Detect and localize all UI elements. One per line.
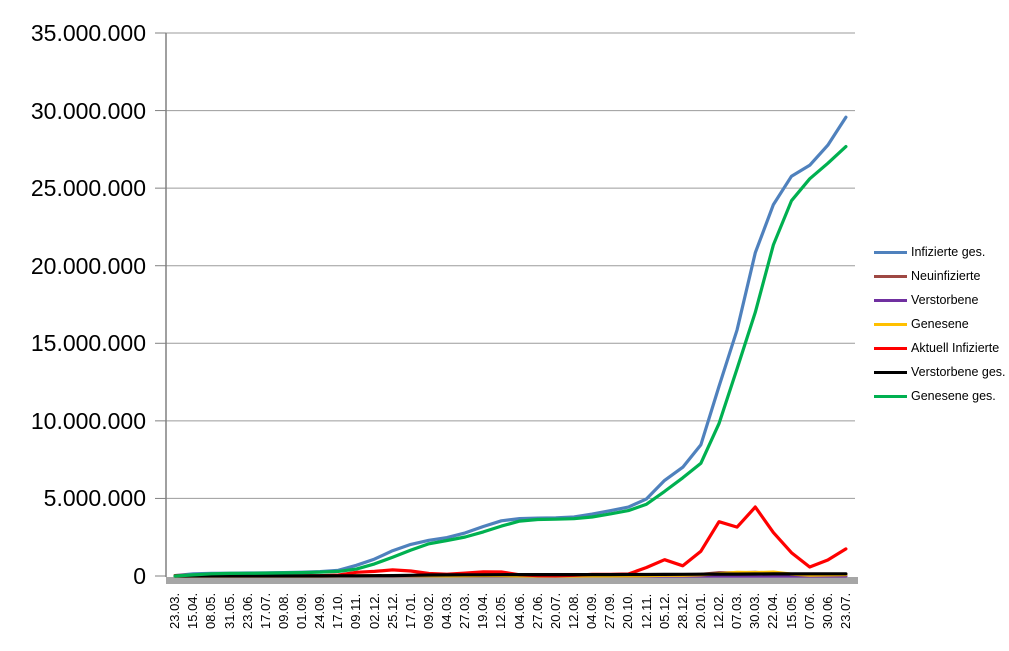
x-axis-label: 22.04.: [765, 592, 781, 629]
x-axis-label: 27.06.: [529, 592, 545, 629]
legend-swatch-icon: [874, 394, 907, 398]
legend-item-verstorbene: Verstorbene: [874, 288, 1006, 312]
legend-item-verstorbene-ges: Verstorbene ges.: [874, 360, 1006, 384]
x-axis-label: 27.03.: [457, 592, 473, 629]
legend-label: Infizierte ges.: [911, 245, 986, 259]
x-axis-label: 17.07.: [257, 592, 273, 629]
x-axis-label: 12.11.: [638, 593, 654, 629]
x-axis-label: 19.04.: [475, 592, 491, 629]
legend-item-genesene: Genesene: [874, 312, 1006, 336]
y-axis-label: 30.000.000: [30, 97, 146, 124]
x-axis-label: 04.06.: [511, 592, 527, 629]
x-axis-label: 20.07.: [547, 592, 563, 629]
legend-swatch-icon: [874, 322, 907, 326]
legend-label: Genesene: [911, 317, 969, 331]
x-axis-label: 17.10.: [330, 592, 346, 629]
series-line-aktuell-infizierte: [173, 505, 848, 578]
x-axis-label: 30.06.: [819, 592, 835, 629]
legend-item-neuinfizierte: Neuinfizierte: [874, 264, 1006, 288]
legend-label: Aktuell Infizierte: [911, 341, 1000, 355]
y-axis-label: 15.000.000: [30, 330, 146, 357]
legend-swatch-icon: [874, 298, 907, 302]
legend-label: Genesene ges.: [911, 389, 996, 403]
x-axis-label: 12.02.: [711, 592, 726, 629]
y-axis-label: 20.000.000: [30, 252, 146, 279]
x-axis-label: 15.05.: [783, 592, 799, 629]
x-axis-label: 09.11.: [348, 593, 364, 629]
legend-swatch-icon: [874, 250, 907, 254]
x-axis-label: 12.08.: [566, 592, 581, 629]
legend: Infizierte ges. Neuinfizierte Verstorbene G…: [874, 240, 1006, 408]
x-axis-label: 28.12.: [674, 592, 690, 629]
x-axis-label: 07.06.: [801, 592, 817, 629]
x-axis-bar: [166, 577, 858, 584]
legend-item-aktuell-infizierte: Aktuell Infizierte: [874, 336, 1006, 360]
x-axis-label: 30.03.: [747, 592, 763, 629]
y-axis-label: 10.000.000: [30, 407, 146, 434]
x-axis-label: 09.08.: [275, 592, 291, 629]
legend-label: Neuinfizierte: [911, 269, 981, 283]
y-axis-label: 5.000.000: [43, 485, 146, 512]
x-axis-label: 02.12.: [366, 592, 382, 629]
x-axis-label: 08.05.: [203, 592, 219, 629]
x-axis-label: 24.09.: [312, 592, 328, 629]
x-axis-label: 04.03.: [439, 592, 454, 629]
y-axis-label: 35.000.000: [30, 20, 146, 46]
x-axis-label: 25.12.: [384, 592, 400, 629]
x-axis-label: 23.06.: [239, 592, 255, 629]
legend-item-genesene-ges: Genesene ges.: [874, 384, 1006, 408]
legend-item-infizierte-ges: Infizierte ges.: [874, 240, 1006, 264]
series-line-verstorbene-ges: [173, 572, 848, 578]
legend-label: Verstorbene ges.: [911, 365, 1006, 379]
legend-swatch-icon: [874, 274, 907, 278]
legend-label: Verstorbene: [911, 293, 979, 307]
x-axis-label: 01.09.: [294, 592, 309, 629]
x-axis-label: 09.02.: [420, 592, 436, 629]
x-axis-label: 23.03.: [167, 592, 183, 629]
x-axis-label: 31.05.: [221, 592, 237, 629]
x-axis-label: 07.03.: [729, 592, 745, 629]
x-axis-label: 15.04.: [185, 592, 201, 629]
x-axis-label: 20.01.: [692, 592, 708, 629]
x-axis-label: 20.10.: [620, 592, 636, 629]
x-axis-label: 05.12.: [656, 592, 672, 629]
legend-swatch-icon: [874, 346, 907, 350]
legend-swatch-icon: [874, 370, 907, 374]
x-axis-label: 23.07.: [837, 592, 853, 629]
x-axis-label: 12.05.: [493, 592, 509, 629]
x-axis-label: 27.09.: [602, 592, 618, 629]
y-axis-label: 25.000.000: [30, 175, 146, 202]
x-axis-label: 17.01.: [402, 592, 418, 629]
y-axis-label: 0: [133, 563, 146, 589]
series-line-genesene-ges: [173, 145, 848, 578]
x-axis-label: 04.09.: [584, 592, 600, 629]
